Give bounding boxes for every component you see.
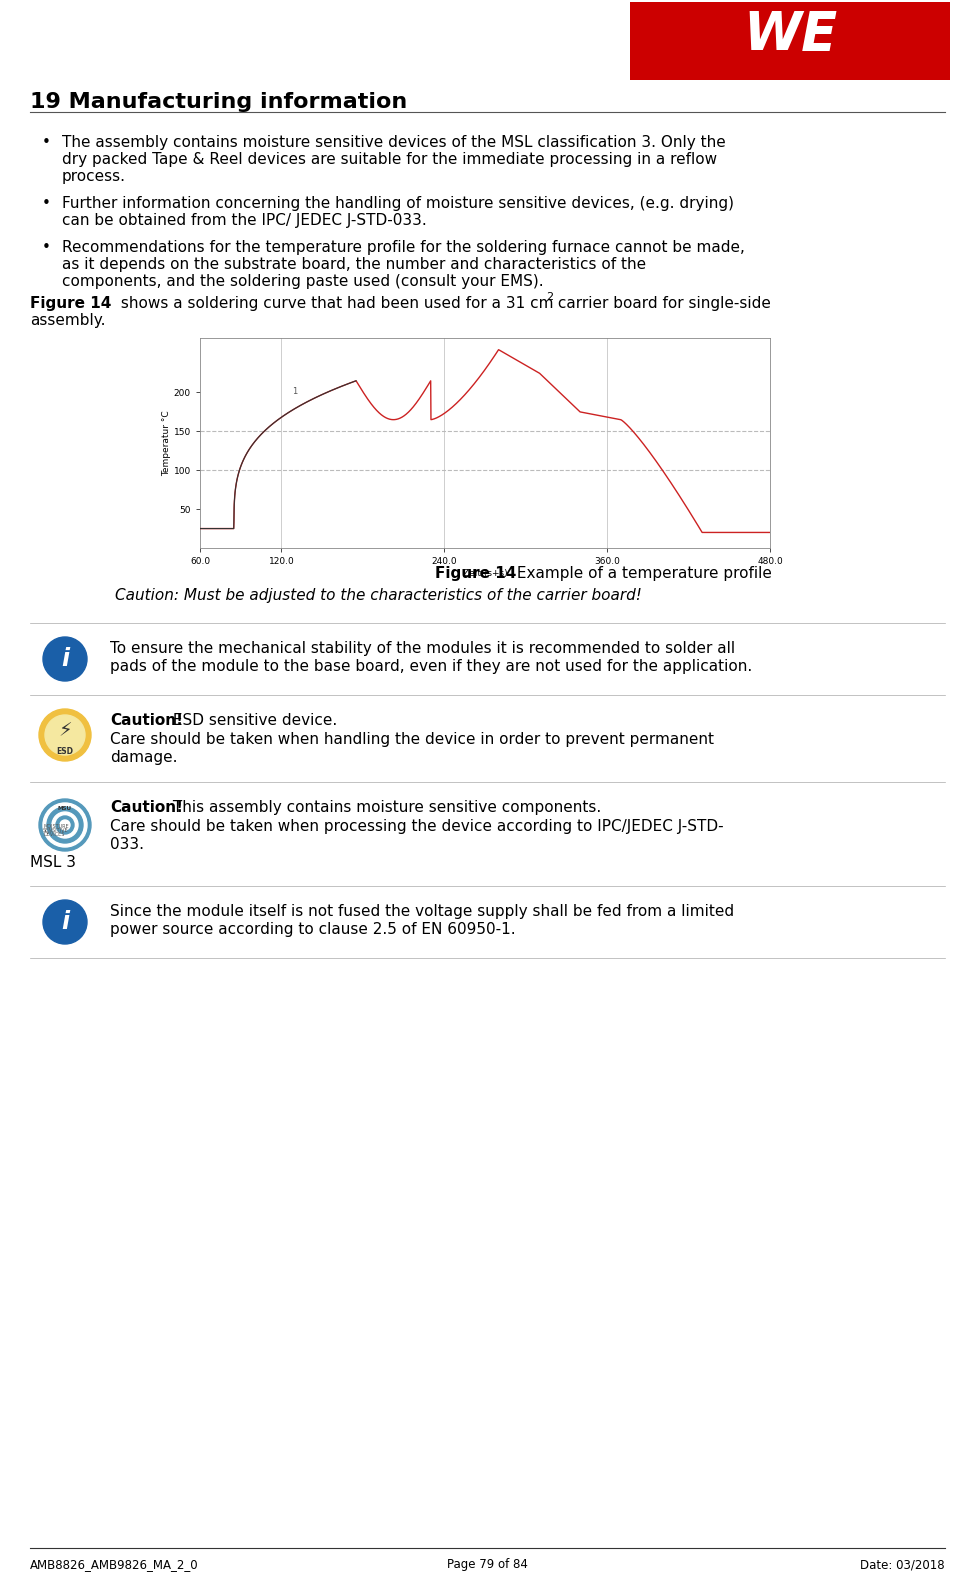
Circle shape — [60, 821, 70, 830]
Text: Recommendations for the temperature profile for the soldering furnace cannot be : Recommendations for the temperature prof… — [62, 240, 745, 255]
Text: Caution: Must be adjusted to the characteristics of the carrier board!: Caution: Must be adjusted to the charact… — [115, 588, 642, 602]
Text: carrier board for single-side: carrier board for single-side — [553, 296, 771, 311]
Text: Date: 03/2018: Date: 03/2018 — [860, 1557, 945, 1572]
Text: DEVICES: DEVICES — [43, 833, 64, 838]
Text: The assembly contains moisture sensitive devices of the MSL classification 3. On: The assembly contains moisture sensitive… — [62, 134, 725, 150]
Text: •: • — [42, 240, 51, 255]
Text: 033.: 033. — [110, 836, 144, 852]
Text: ESD sensitive device.: ESD sensitive device. — [168, 713, 337, 727]
Text: MSL 3: MSL 3 — [30, 855, 76, 870]
Circle shape — [43, 803, 87, 847]
Text: •: • — [42, 196, 51, 210]
Text: i: i — [60, 911, 69, 934]
Text: SENSITIVE: SENSITIVE — [43, 828, 68, 833]
Text: 19 Manufacturing information: 19 Manufacturing information — [30, 92, 408, 112]
Text: ESD: ESD — [57, 746, 73, 756]
Text: Care should be taken when processing the device according to IPC/JEDEC J-STD-: Care should be taken when processing the… — [110, 819, 723, 835]
Text: damage.: damage. — [110, 749, 177, 765]
Text: 2: 2 — [546, 292, 553, 302]
FancyBboxPatch shape — [630, 2, 950, 81]
Text: ⚡: ⚡ — [58, 721, 72, 740]
Text: Example of a temperature profile: Example of a temperature profile — [512, 566, 772, 580]
Circle shape — [43, 637, 87, 681]
Circle shape — [56, 816, 74, 835]
Text: dry packed Tape & Reel devices are suitable for the immediate processing in a re: dry packed Tape & Reel devices are suita… — [62, 152, 718, 168]
Text: assembly.: assembly. — [30, 313, 105, 327]
Circle shape — [39, 708, 91, 760]
Text: Further information concerning the handling of moisture sensitive devices, (e.g.: Further information concerning the handl… — [62, 196, 734, 210]
Text: MSU: MSU — [58, 806, 72, 811]
Text: AMB8826_AMB9826_MA_2_0: AMB8826_AMB9826_MA_2_0 — [30, 1557, 199, 1572]
Circle shape — [43, 900, 87, 944]
Text: components, and the soldering paste used (consult your EMS).: components, and the soldering paste used… — [62, 274, 544, 289]
Text: 1: 1 — [292, 387, 297, 397]
Text: Caution!: Caution! — [110, 800, 183, 814]
Text: Caution!: Caution! — [110, 713, 183, 727]
Text: can be obtained from the IPC/ JEDEC J-STD-033.: can be obtained from the IPC/ JEDEC J-ST… — [62, 213, 427, 228]
X-axis label: Zeit (s+s): Zeit (s+s) — [463, 569, 507, 577]
Text: i: i — [60, 647, 69, 670]
Text: shows a soldering curve that had been used for a 31 cm: shows a soldering curve that had been us… — [116, 296, 554, 311]
Text: To ensure the mechanical stability of the modules it is recommended to solder al: To ensure the mechanical stability of th… — [110, 640, 735, 656]
Circle shape — [52, 813, 78, 838]
Text: •: • — [42, 134, 51, 150]
Circle shape — [45, 715, 85, 756]
Text: WE: WE — [743, 9, 838, 62]
Text: power source according to clause 2.5 of EN 60950-1.: power source according to clause 2.5 of … — [110, 922, 516, 938]
Text: Page 79 of 84: Page 79 of 84 — [447, 1557, 527, 1572]
Text: This assembly contains moisture sensitive components.: This assembly contains moisture sensitiv… — [168, 800, 602, 814]
Circle shape — [47, 806, 83, 843]
Text: Figure 14: Figure 14 — [435, 566, 517, 580]
Text: as it depends on the substrate board, the number and characteristics of the: as it depends on the substrate board, th… — [62, 258, 646, 272]
Text: process.: process. — [62, 169, 126, 183]
Y-axis label: Temperatur °C: Temperatur °C — [162, 409, 171, 476]
Circle shape — [39, 798, 91, 851]
Text: MOISTURE: MOISTURE — [43, 825, 68, 830]
Text: Care should be taken when handling the device in order to prevent permanent: Care should be taken when handling the d… — [110, 732, 714, 746]
Text: Figure 14: Figure 14 — [30, 296, 111, 311]
Text: Since the module itself is not fused the voltage supply shall be fed from a limi: Since the module itself is not fused the… — [110, 904, 734, 919]
Text: pads of the module to the base board, even if they are not used for the applicat: pads of the module to the base board, ev… — [110, 659, 753, 674]
